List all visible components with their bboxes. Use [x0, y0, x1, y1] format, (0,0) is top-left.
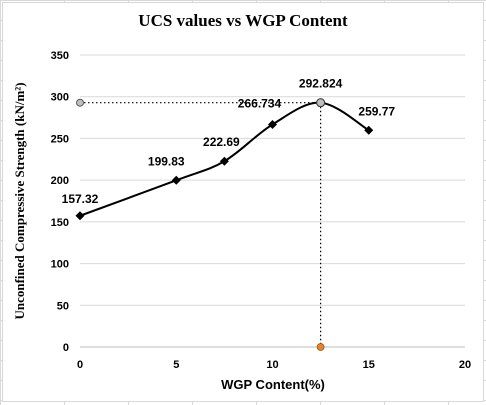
data-label-5: 259.77 [358, 104, 395, 118]
y-tick-label-150: 150 [51, 217, 69, 229]
optimum-guides [76, 98, 325, 351]
axes: 0 50 100 150 200 250 300 350 0 5 10 15 20 [51, 50, 471, 371]
y-tick-label-50: 50 [57, 300, 69, 312]
data-label-2: 222.69 [203, 135, 240, 149]
data-point-2 [219, 156, 229, 166]
y-tick-label-100: 100 [51, 259, 69, 271]
y-tick-label-200: 200 [51, 175, 69, 187]
data-label-1: 199.83 [148, 154, 185, 168]
chart-title: UCS values vs WGP Content [138, 11, 348, 30]
x-tick-label-5: 5 [173, 359, 179, 371]
x-tick-label-10: 10 [266, 359, 278, 371]
data-point-1 [171, 175, 181, 185]
y-tick-label-350: 350 [51, 50, 69, 62]
data-point-3 [268, 119, 277, 129]
series [75, 98, 374, 221]
data-label-3: 266.734 [238, 96, 282, 110]
y-axis-title: Unconfined Compressive Strength (kN/m²) [12, 82, 27, 319]
x-tick-label-0: 0 [77, 359, 83, 371]
optimum-y-axis-marker [76, 98, 84, 107]
y-tick-label-300: 300 [51, 92, 69, 104]
y-tick-label-250: 250 [51, 133, 69, 145]
chart-area[interactable] [2, 2, 484, 402]
data-point-4 [316, 98, 326, 108]
data-label-4: 292.824 [299, 77, 343, 91]
optimum-x-axis-marker [316, 343, 325, 351]
x-tick-label-20: 20 [459, 359, 471, 371]
gridlines [80, 54, 465, 306]
y-tick-label-0: 0 [63, 342, 69, 354]
data-point-5 [364, 125, 374, 135]
x-tick-label-15: 15 [363, 359, 375, 371]
data-point-0 [75, 211, 85, 221]
x-axis-title: WGP Content(%) [221, 377, 325, 392]
data-label-0: 157.32 [62, 192, 99, 206]
data-labels: 157.32 199.83 222.69 266.734 292.824 259.77 [62, 77, 396, 206]
